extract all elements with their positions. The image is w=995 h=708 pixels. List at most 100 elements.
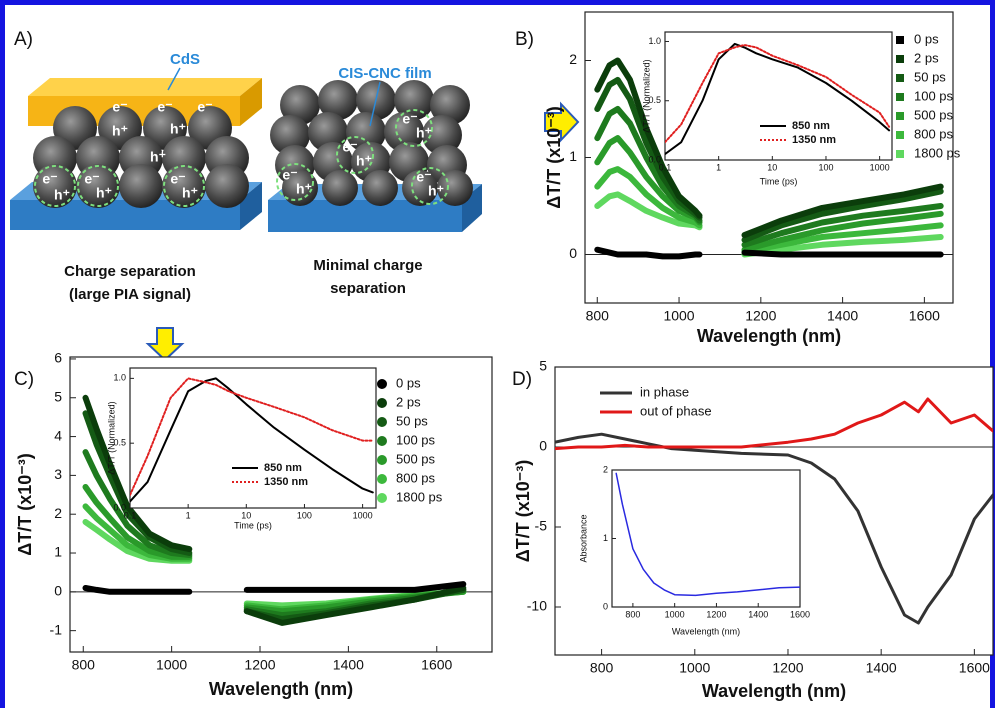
hole-label: h⁺ [356, 153, 372, 169]
y-tick-label: 3 [54, 466, 62, 482]
panel-label: D) [512, 369, 532, 390]
y-tick-label: 6 [54, 350, 62, 366]
legend-label: out of phase [640, 403, 712, 418]
caption: Minimal charge [313, 257, 422, 274]
y-tick-label: 0 [54, 583, 62, 599]
x-tick-label: 800 [625, 609, 640, 619]
hole-label: h⁺ [96, 185, 112, 201]
legend-marker [377, 417, 387, 427]
legend-marker [896, 36, 904, 44]
x-tick-label: 1000 [353, 510, 373, 520]
y-tick-label: 1 [569, 148, 577, 164]
legend-label: 1350 nm [264, 476, 308, 488]
x-tick-label: 1600 [959, 660, 990, 676]
y-tick-label: 2 [603, 464, 608, 474]
x-axis-label: Time (ps) [234, 520, 272, 530]
legend-label: 50 ps [914, 69, 946, 84]
legend-marker [377, 379, 387, 389]
y-tick-label: 0 [539, 438, 547, 454]
legend-label: 800 ps [914, 126, 954, 141]
legend-marker [896, 131, 904, 139]
x-tick-label: 1400 [748, 609, 768, 619]
x-axis-label: Wavelength (nm) [702, 681, 846, 701]
legend-marker [377, 436, 387, 446]
legend-marker [377, 474, 387, 484]
legend-label: 500 ps [914, 107, 954, 122]
x-tick-label: 1000 [679, 660, 710, 676]
y-tick-label: 2 [54, 505, 62, 521]
x-tick-label: 10 [241, 510, 251, 520]
x-tick-label: 1000 [663, 308, 694, 324]
x-tick-label: 1000 [870, 162, 890, 172]
electron-label: e⁻ [112, 99, 127, 115]
x-axis-label: Wavelength (nm) [209, 679, 353, 699]
electron-label: e⁻ [42, 171, 57, 187]
legend-label: 100 ps [914, 88, 954, 103]
legend-label: in phase [640, 384, 689, 399]
legend-label: 1350 nm [792, 134, 836, 146]
y-tick-label: 0.0 [648, 154, 661, 164]
y-axis-label: Absorbance [578, 514, 588, 562]
panel-label: A) [14, 29, 33, 50]
plot-area [612, 470, 800, 607]
x-axis-label: Wavelength (nm) [697, 326, 841, 346]
legend-marker [896, 55, 904, 63]
y-tick-label: 4 [54, 427, 62, 443]
x-tick-label: 1 [186, 510, 191, 520]
electron-label: e⁻ [197, 99, 212, 115]
y-axis-label: ΔT/T (x10⁻³) [513, 460, 533, 562]
legend-label: 2 ps [396, 394, 421, 409]
x-tick-label: 1200 [745, 308, 776, 324]
x-tick-label: 1 [716, 162, 721, 172]
hole-label: h⁺ [296, 181, 312, 197]
panel-a: A) e⁻ e⁻ e⁻ h⁺ h⁺ h⁺ e⁻ h⁺ e⁻ h⁺ e⁻ h⁺ C… [10, 29, 482, 303]
figure: A) e⁻ e⁻ e⁻ h⁺ h⁺ h⁺ e⁻ h⁺ e⁻ h⁺ e⁻ h⁺ C… [0, 0, 995, 708]
x-tick-label: 1200 [244, 657, 275, 673]
y-tick-label: -1 [50, 621, 63, 637]
caption: separation [330, 280, 406, 297]
legend-label: 50 ps [396, 413, 428, 428]
y-tick-label: 0 [603, 601, 608, 611]
panel-label: C) [14, 369, 34, 390]
y-tick-label: 0.0 [113, 502, 126, 512]
x-tick-label: 100 [297, 510, 312, 520]
legend-marker [896, 74, 904, 82]
legend-label: 100 ps [396, 432, 436, 447]
y-axis-label: ΔT/T (Normalized) [641, 59, 651, 132]
legend-marker [377, 455, 387, 465]
legend-marker [377, 398, 387, 408]
legend-label: 1800 ps [396, 489, 443, 504]
caption: Charge separation [64, 263, 196, 280]
y-tick-label: 0 [569, 245, 577, 261]
x-tick-label: 800 [586, 308, 610, 324]
legend-label: 500 ps [396, 451, 436, 466]
x-axis-label: Wavelength (nm) [672, 626, 740, 636]
legend-label: 1800 ps [914, 145, 961, 160]
legend-marker [896, 112, 904, 120]
y-axis-label: ΔT/T (Normalized) [106, 401, 116, 474]
plot-area [665, 32, 892, 160]
legend-label: 0 ps [396, 375, 421, 390]
legend-marker [377, 493, 387, 503]
x-tick-label: 1200 [706, 609, 726, 619]
y-tick-label: -10 [527, 598, 547, 614]
x-tick-label: 100 [818, 162, 833, 172]
x-tick-label: 1000 [156, 657, 187, 673]
hole-label: h⁺ [150, 149, 166, 165]
x-tick-label: 800 [590, 660, 614, 676]
hole-label: h⁺ [112, 123, 128, 139]
arrow [148, 328, 182, 360]
hole-label: h⁺ [170, 121, 186, 137]
page: {"diagram": {"label": "A)", "cds": "CdS"… [0, 0, 995, 708]
y-tick-label: 1 [603, 533, 608, 543]
x-tick-label: 1600 [421, 657, 452, 673]
y-tick-label: 2 [569, 51, 577, 67]
hole-label: h⁺ [416, 125, 432, 141]
cds-label: CdS [170, 51, 200, 68]
electron-label: e⁻ [157, 99, 172, 115]
legend-label: 0 ps [914, 31, 939, 46]
y-axis-label: ΔT/T (x10⁻³) [15, 453, 35, 555]
x-tick-label: 1400 [866, 660, 897, 676]
x-tick-label: 1600 [909, 308, 940, 324]
